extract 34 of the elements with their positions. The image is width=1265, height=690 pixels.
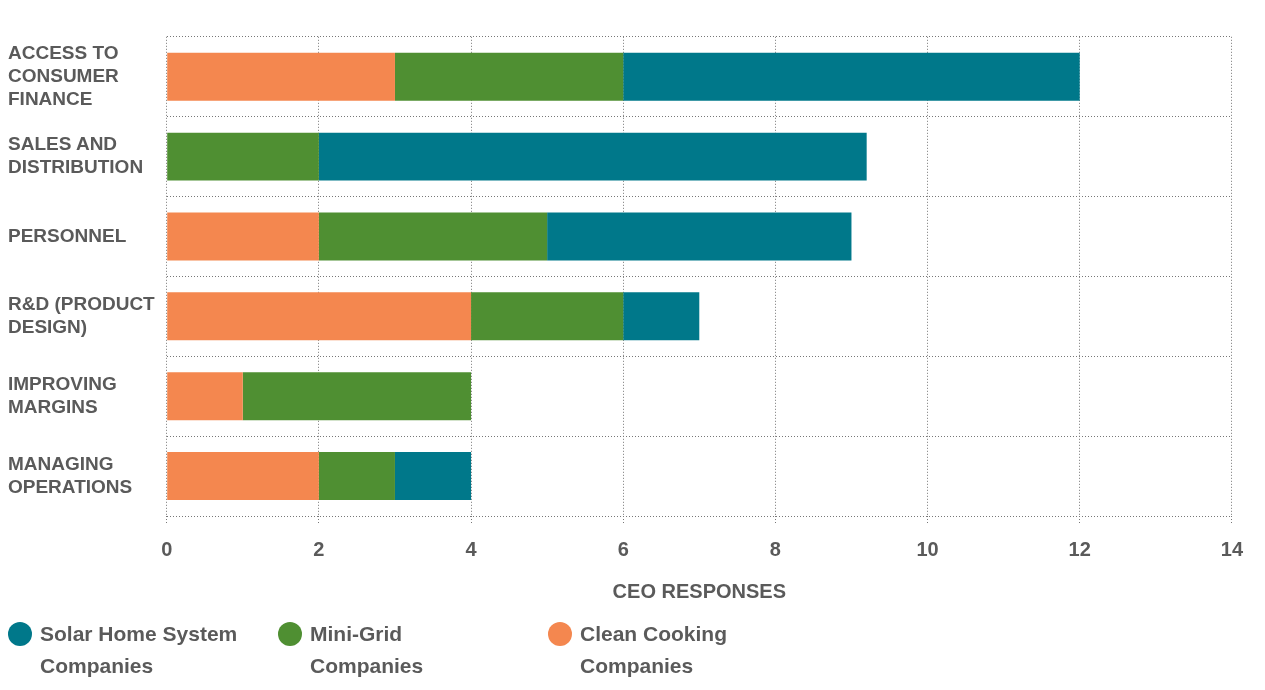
bar xyxy=(167,452,319,501)
legend-label: Mini-Grid Companies xyxy=(310,621,425,679)
x-tick-label: 12 xyxy=(1068,537,1091,560)
bar xyxy=(167,372,243,421)
x-tick-label: 6 xyxy=(617,537,629,560)
bar xyxy=(318,132,867,181)
y-tick-label: ACCESS TO CONSUMER FINANCE xyxy=(8,42,120,109)
x-axis-title: CEO RESPONSES xyxy=(612,579,786,602)
x-tick-label: 10 xyxy=(916,537,939,560)
y-tick-label: SALES AND DISTRIBUTION xyxy=(8,133,144,178)
y-tick-label: PERSONNEL xyxy=(8,224,127,246)
bar xyxy=(167,212,319,261)
bar xyxy=(167,132,319,181)
x-tick-label: 0 xyxy=(161,537,173,560)
y-tick-label: R&D (PRODUCT DESIGN) xyxy=(8,293,156,337)
bar xyxy=(167,52,395,101)
y-tick-label: IMPROVING MARGINS xyxy=(8,373,117,417)
bar xyxy=(394,452,472,501)
bar xyxy=(623,52,1080,101)
legend-label: Clean Cooking Companies xyxy=(580,621,728,679)
x-tick-label: 4 xyxy=(465,537,478,560)
x-tick-label: 2 xyxy=(313,537,325,560)
bar xyxy=(318,212,548,261)
bar xyxy=(242,372,472,421)
x-tick-label: 8 xyxy=(769,537,781,560)
legend-label: Solar Home System Companies xyxy=(40,621,239,679)
bar xyxy=(547,212,852,261)
bar xyxy=(318,452,395,501)
bar xyxy=(167,292,472,341)
y-tick-label: MANAGING OPERATIONS xyxy=(8,452,133,497)
bar xyxy=(471,292,624,341)
bar xyxy=(394,52,624,101)
bar xyxy=(623,292,700,341)
x-tick-label: 14 xyxy=(1220,537,1244,560)
